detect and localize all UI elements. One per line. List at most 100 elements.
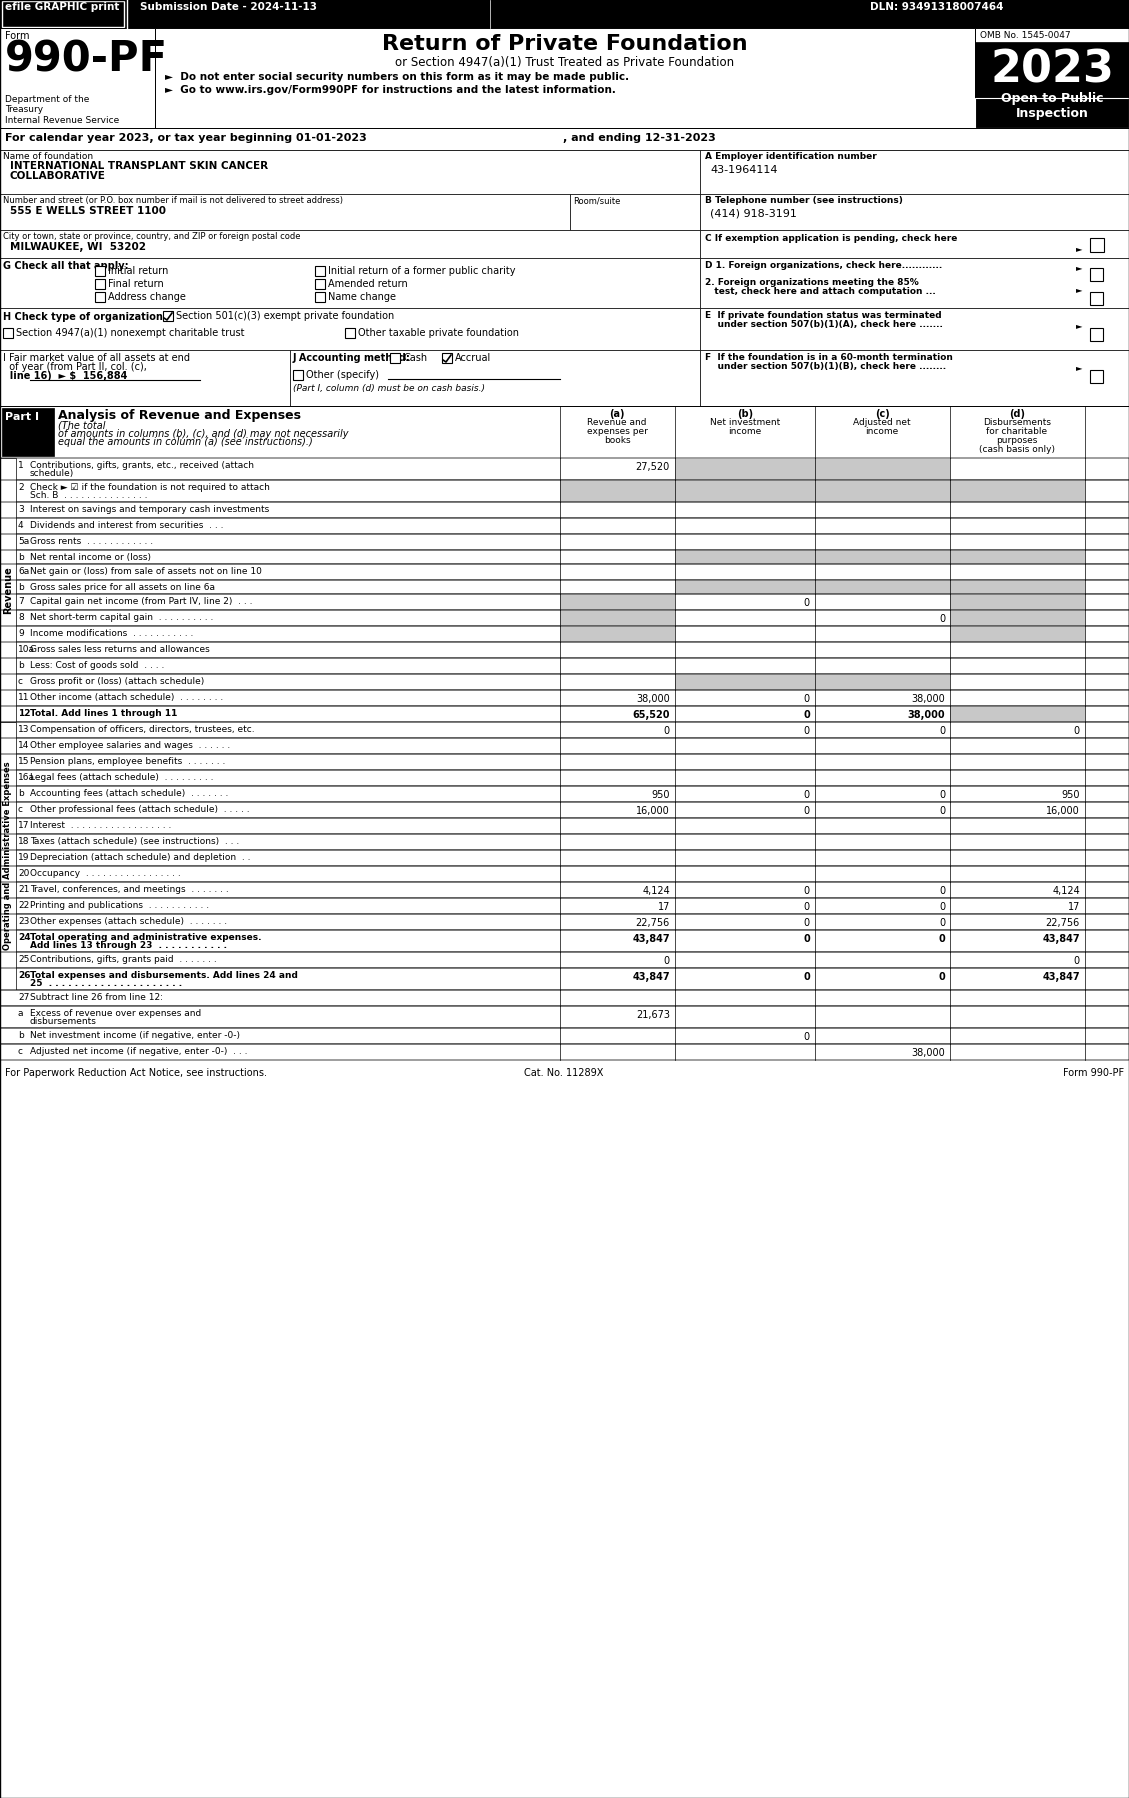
Bar: [0, 581, 1129, 593]
Bar: [560, 626, 675, 642]
Text: expenses per: expenses per: [587, 426, 647, 435]
Text: Final return: Final return: [108, 279, 164, 289]
Bar: [815, 458, 949, 480]
Text: 4: 4: [18, 521, 24, 530]
Text: Initial return of a former public charity: Initial return of a former public charit…: [329, 266, 516, 277]
Text: Cat. No. 11289X: Cat. No. 11289X: [524, 1068, 604, 1079]
Text: Other employee salaries and wages  . . . . . .: Other employee salaries and wages . . . …: [30, 741, 230, 750]
Text: Net gain or (loss) from sale of assets not on line 10: Net gain or (loss) from sale of assets n…: [30, 566, 262, 575]
Text: 0: 0: [664, 726, 669, 735]
Bar: [155, 29, 975, 128]
Bar: [0, 707, 1129, 723]
Bar: [949, 707, 1085, 723]
Bar: [0, 834, 1129, 850]
Bar: [0, 0, 1129, 29]
Text: (a): (a): [610, 408, 624, 419]
Bar: [0, 149, 700, 194]
Text: 38,000: 38,000: [911, 694, 945, 705]
Text: OMB No. 1545-0047: OMB No. 1545-0047: [980, 31, 1070, 40]
Bar: [0, 642, 1129, 658]
Text: for charitable: for charitable: [987, 426, 1048, 435]
Text: 38,000: 38,000: [637, 694, 669, 705]
Bar: [700, 194, 1129, 230]
Bar: [949, 581, 1085, 593]
Text: b: b: [18, 1030, 24, 1039]
Text: 0: 0: [664, 957, 669, 966]
Bar: [0, 480, 1129, 502]
Bar: [560, 610, 675, 626]
Text: Total. Add lines 1 through 11: Total. Add lines 1 through 11: [30, 708, 177, 717]
Bar: [0, 951, 1129, 967]
Text: 65,520: 65,520: [632, 710, 669, 719]
Text: purposes: purposes: [996, 435, 1038, 444]
Text: Other (specify): Other (specify): [306, 370, 379, 379]
Text: 0: 0: [804, 726, 809, 735]
Text: 7: 7: [18, 597, 24, 606]
Bar: [675, 581, 815, 593]
Text: Sch. B  . . . . . . . . . . . . . . .: Sch. B . . . . . . . . . . . . . . .: [30, 491, 148, 500]
Text: Revenue and: Revenue and: [587, 417, 647, 426]
Text: (414) 918-3191: (414) 918-3191: [710, 209, 797, 218]
Bar: [315, 266, 325, 277]
Bar: [0, 690, 1129, 707]
Text: 18: 18: [18, 838, 29, 847]
Text: MILWAUKEE, WI  53202: MILWAUKEE, WI 53202: [10, 243, 146, 252]
Text: Amended return: Amended return: [329, 279, 408, 289]
Text: Section 501(c)(3) exempt private foundation: Section 501(c)(3) exempt private foundat…: [176, 311, 394, 322]
Bar: [0, 502, 1129, 518]
Text: 2: 2: [18, 484, 24, 493]
Text: Return of Private Foundation: Return of Private Foundation: [383, 34, 747, 54]
Text: Section 4947(a)(1) nonexempt charitable trust: Section 4947(a)(1) nonexempt charitable …: [16, 327, 245, 338]
Text: 26: 26: [18, 971, 30, 980]
Text: Net investment: Net investment: [710, 417, 780, 426]
Text: D 1. Foreign organizations, check here............: D 1. Foreign organizations, check here..…: [704, 261, 943, 270]
Text: Form: Form: [5, 31, 29, 41]
Text: b: b: [18, 554, 24, 563]
Text: 20: 20: [18, 868, 29, 877]
Text: 2023: 2023: [990, 49, 1114, 92]
Text: 0: 0: [804, 886, 809, 895]
Text: 16a: 16a: [18, 773, 35, 782]
Bar: [163, 311, 173, 322]
Bar: [290, 351, 700, 406]
Bar: [0, 770, 1129, 786]
Text: 43,847: 43,847: [1042, 933, 1080, 944]
Text: 0: 0: [939, 919, 945, 928]
Text: 43,847: 43,847: [632, 973, 669, 982]
Bar: [675, 458, 815, 480]
Text: (c): (c): [875, 408, 890, 419]
Bar: [560, 593, 675, 610]
Text: 27,520: 27,520: [636, 462, 669, 473]
Bar: [0, 194, 570, 230]
Text: 0: 0: [804, 1032, 809, 1043]
Text: books: books: [604, 435, 630, 444]
Bar: [560, 480, 675, 502]
Text: For calendar year 2023, or tax year beginning 01-01-2023: For calendar year 2023, or tax year begi…: [5, 133, 367, 144]
Bar: [0, 458, 1129, 480]
Text: Room/suite: Room/suite: [574, 196, 620, 205]
Bar: [0, 818, 1129, 834]
Text: Excess of revenue over expenses and: Excess of revenue over expenses and: [30, 1009, 201, 1018]
Text: Cash: Cash: [403, 352, 427, 363]
Bar: [700, 230, 1129, 257]
Bar: [95, 266, 105, 277]
Text: B Telephone number (see instructions): B Telephone number (see instructions): [704, 196, 903, 205]
Text: Legal fees (attach schedule)  . . . . . . . . .: Legal fees (attach schedule) . . . . . .…: [30, 773, 213, 782]
Bar: [570, 194, 700, 230]
Bar: [2, 2, 124, 27]
Text: ►: ►: [1076, 286, 1083, 295]
Bar: [0, 1045, 1129, 1061]
Text: 21,673: 21,673: [636, 1010, 669, 1019]
Bar: [0, 723, 16, 991]
Text: efile GRAPHIC print: efile GRAPHIC print: [5, 2, 120, 13]
Bar: [0, 593, 1129, 610]
Text: or Section 4947(a)(1) Trust Treated as Private Foundation: or Section 4947(a)(1) Trust Treated as P…: [395, 56, 735, 68]
Bar: [0, 658, 1129, 674]
Text: 2. Foreign organizations meeting the 85%: 2. Foreign organizations meeting the 85%: [704, 279, 919, 288]
Bar: [0, 128, 1129, 149]
Text: ►  Do not enter social security numbers on this form as it may be made public.: ► Do not enter social security numbers o…: [165, 72, 629, 83]
Bar: [0, 406, 1129, 458]
Text: 8: 8: [18, 613, 24, 622]
Bar: [975, 99, 1129, 128]
Bar: [3, 327, 14, 338]
